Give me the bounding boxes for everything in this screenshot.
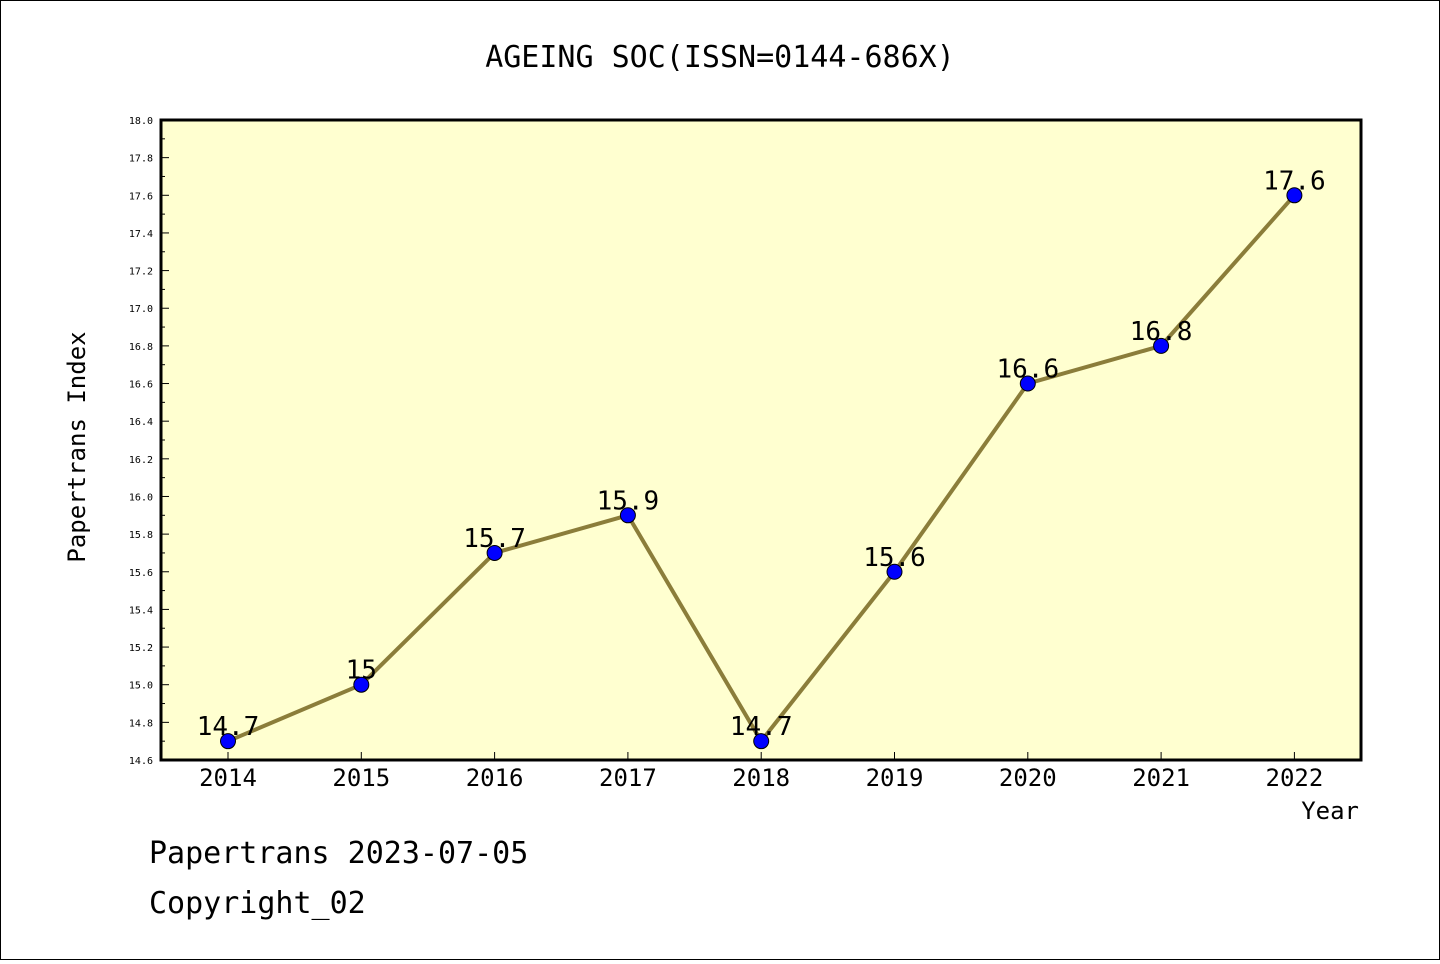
y-tick-label: 15.2 (129, 643, 153, 654)
footer-date: Papertrans 2023-07-05 (149, 836, 528, 871)
plot-border (159, 118, 1363, 762)
chart-title: AGEING SOC(ISSN=0144-686X) (485, 40, 955, 75)
data-label: 15.9 (597, 486, 660, 516)
y-tick-label: 15.0 (129, 681, 153, 692)
y-tick-label: 17.2 (129, 267, 153, 278)
x-tick-label: 2014 (199, 764, 257, 792)
data-label: 15.7 (463, 524, 526, 554)
x-axis-ticks: 2014 2015 2016 2017 2018 2019 2020 2021 2022 (199, 752, 1323, 792)
data-point (886, 563, 903, 580)
y-tick-label: 16.6 (129, 380, 153, 391)
data-label: 15.6 (863, 543, 926, 573)
x-axis-label: Year (1301, 797, 1359, 825)
y-tick-label: 17.6 (129, 191, 153, 202)
x-tick-label: 2018 (732, 764, 790, 792)
y-tick-label: 16.4 (129, 417, 153, 428)
y-tick-label: 16.0 (129, 492, 153, 503)
data-label: 14.7 (730, 712, 793, 742)
x-tick-label: 2019 (866, 764, 924, 792)
y-axis-ticks: 14.6 14.8 15.0 15.2 15.4 15.6 15.8 16.0 16.2 16.4… (129, 116, 169, 767)
data-labels: 14.7 15 15.7 15.9 14.7 15.6 16.6 16.8 17.6 (197, 166, 1326, 742)
y-tick-label: 16.2 (129, 455, 153, 466)
data-point (1153, 337, 1170, 354)
data-label: 14.7 (197, 712, 260, 742)
data-point (1286, 187, 1303, 204)
data-label: 16.6 (996, 355, 1059, 385)
y-tick-label: 16.8 (129, 342, 153, 353)
footer-copyright: Copyright_02 (149, 886, 366, 921)
y-tick-label: 14.6 (129, 756, 153, 767)
y-tick-label: 17.4 (129, 229, 153, 240)
x-tick-label: 2015 (332, 764, 390, 792)
series-markers (220, 187, 1303, 750)
y-axis-label: Papertrans Index (63, 331, 91, 562)
y-tick-label: 18.0 (129, 116, 153, 127)
y-tick-label: 15.4 (129, 605, 153, 616)
y-tick-label: 15.8 (129, 530, 153, 541)
x-tick-label: 2016 (466, 764, 524, 792)
data-point (753, 733, 770, 750)
data-label: 15 (346, 656, 377, 686)
y-tick-label: 14.8 (129, 718, 153, 729)
y-tick-label: 17.0 (129, 304, 153, 315)
data-point (619, 507, 636, 524)
data-point (220, 733, 236, 750)
x-tick-label: 2020 (999, 764, 1057, 792)
data-point (353, 676, 370, 693)
plot-area (161, 120, 1361, 760)
x-tick-label: 2022 (1266, 764, 1324, 792)
data-label: 16.8 (1130, 317, 1193, 347)
data-point (1019, 375, 1036, 392)
data-label: 17.6 (1263, 166, 1326, 196)
x-tick-label: 2021 (1132, 764, 1190, 792)
y-tick-label: 15.6 (129, 568, 153, 579)
data-point (486, 544, 503, 561)
x-tick-label: 2017 (599, 764, 657, 792)
y-tick-label: 17.8 (129, 154, 153, 165)
